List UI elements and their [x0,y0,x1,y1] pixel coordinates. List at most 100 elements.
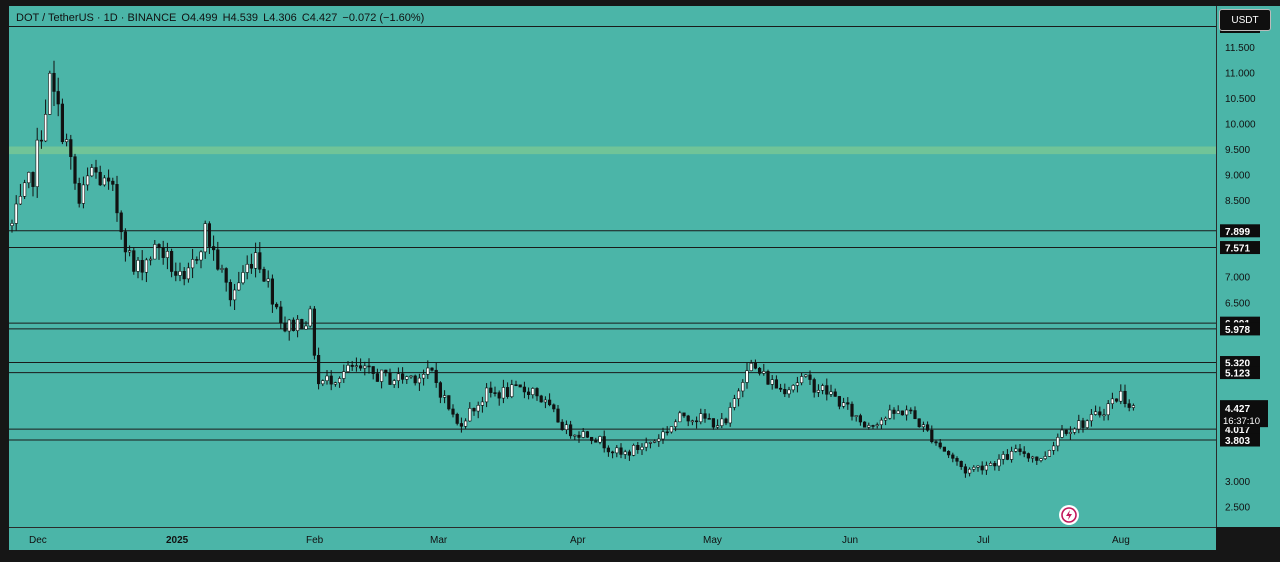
candle[interactable] [1115,398,1119,403]
candle[interactable] [283,316,287,333]
candle[interactable] [1110,392,1114,409]
candle[interactable] [526,387,531,400]
candle[interactable] [329,370,333,391]
candle[interactable] [1123,384,1127,408]
candle[interactable] [254,242,258,278]
candle[interactable] [23,179,27,199]
candle[interactable] [669,426,673,434]
candle[interactable] [610,450,615,459]
candle[interactable] [233,283,237,311]
price-axis[interactable]: 11.500 11.000 10.500 10.000 9.500 9.000 8.500 7… [1216,6,1280,527]
candle[interactable] [224,267,228,292]
candle[interactable] [333,381,338,387]
candle[interactable] [862,421,867,428]
candle[interactable] [262,266,266,282]
plot-area[interactable] [9,6,1216,527]
candle[interactable] [795,376,799,393]
candle[interactable] [673,419,678,432]
currency-button[interactable]: USDT [1219,9,1271,31]
candle[interactable] [379,369,384,389]
candle[interactable] [925,421,930,432]
candle[interactable] [1043,451,1047,461]
candle[interactable] [598,435,602,445]
candle[interactable] [1001,451,1005,465]
candle[interactable] [371,366,375,380]
candle[interactable] [409,375,413,379]
candle[interactable] [573,434,577,440]
candle[interactable] [942,446,946,452]
candle[interactable] [455,412,459,426]
candle[interactable] [279,300,283,329]
candle[interactable] [191,248,195,279]
candle[interactable] [581,428,585,439]
candle[interactable] [951,452,955,463]
candle[interactable] [489,381,493,398]
candle[interactable] [1047,449,1051,458]
candle[interactable] [787,386,791,398]
candle[interactable] [468,402,472,422]
candle[interactable] [115,175,119,222]
candle[interactable] [1026,452,1030,462]
candle[interactable] [358,358,363,371]
candle[interactable] [741,379,745,398]
candle[interactable] [883,416,888,426]
candle[interactable] [1068,426,1072,440]
candle[interactable] [1039,458,1043,463]
candle[interactable] [858,413,862,426]
candle[interactable] [182,267,186,286]
candle[interactable] [993,460,997,471]
candle[interactable] [615,445,619,458]
candle[interactable] [1081,417,1085,433]
candle[interactable] [81,176,85,209]
candle[interactable] [346,361,350,373]
candle[interactable] [1052,441,1056,455]
candle[interactable] [774,375,778,389]
candle[interactable] [186,262,191,283]
candle[interactable] [1077,414,1081,434]
candle[interactable] [829,384,833,398]
candle[interactable] [94,159,98,179]
candle[interactable] [594,437,598,443]
candle[interactable] [812,377,816,398]
candle[interactable] [459,417,464,433]
candle[interactable] [434,362,438,388]
candle[interactable] [165,242,170,270]
candle[interactable] [888,404,892,420]
candle[interactable] [820,383,825,395]
candle[interactable] [195,256,199,265]
candle[interactable] [69,134,73,170]
candle[interactable] [757,367,762,376]
candle[interactable] [426,360,430,379]
candle[interactable] [736,388,741,407]
candle[interactable] [405,375,409,384]
candle[interactable] [627,449,631,461]
candle[interactable] [678,410,682,423]
candle[interactable] [1127,399,1131,412]
candle[interactable] [442,390,447,404]
candle[interactable] [510,379,514,399]
candle[interactable] [568,420,573,439]
candle[interactable] [606,445,610,457]
candle[interactable] [266,270,270,288]
candle[interactable] [274,302,279,310]
candle[interactable] [140,250,144,281]
candle[interactable] [837,396,841,410]
candle[interactable] [997,454,1001,471]
candle[interactable] [648,441,652,449]
candle[interactable] [287,318,291,341]
candle[interactable] [896,405,900,414]
candle[interactable] [18,183,23,206]
candle[interactable] [799,372,804,386]
candle[interactable] [984,461,988,475]
candle[interactable] [846,397,850,410]
candle[interactable] [56,77,60,117]
candle[interactable] [463,418,468,429]
candle[interactable] [388,368,392,385]
candle[interactable] [77,177,81,208]
candle[interactable] [438,381,443,404]
candle[interactable] [778,383,783,393]
candle[interactable] [564,420,568,435]
candle[interactable] [212,235,216,261]
candle[interactable] [86,167,90,191]
candle[interactable] [657,434,661,447]
